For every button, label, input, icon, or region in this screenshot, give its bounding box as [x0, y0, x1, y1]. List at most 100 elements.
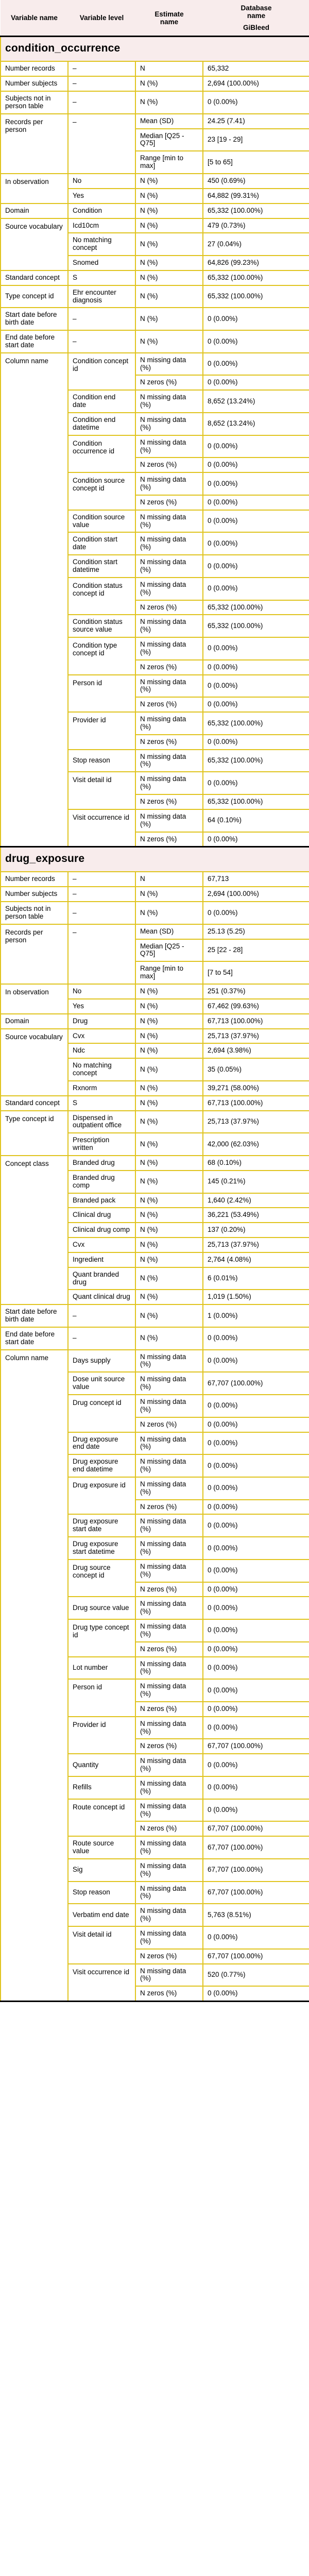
- estimate-cell: N zeros (%): [135, 1499, 203, 1515]
- estimate-cell: N missing data (%): [135, 1753, 203, 1777]
- variable-cell: Standard concept: [0, 269, 68, 286]
- level-cell: Stop reason: [67, 1880, 136, 1905]
- level-cell: Quantity: [67, 1753, 136, 1777]
- value-cell: 8,652 (13.24%): [202, 389, 309, 413]
- estimate-cell: N missing data (%): [135, 1454, 203, 1478]
- value-cell: 0 (0.00%): [202, 1536, 309, 1560]
- value-cell: 251 (0.37%): [202, 984, 309, 999]
- value-cell: 65,332 (100.00%): [202, 269, 309, 286]
- variable-cell: Domain: [0, 202, 68, 219]
- value-cell: 0 (0.00%): [202, 674, 309, 698]
- table-header-row: Variable name Variable level Estimate na…: [1, 0, 309, 37]
- table-row: Start date before birth date – N (%) 0 (0.0…: [0, 307, 309, 331]
- database-value-label: GiBleed: [243, 24, 269, 32]
- level-cell: Ndc: [67, 1043, 136, 1059]
- estimate-cell: N missing data (%): [135, 1858, 203, 1882]
- estimate-cell: N zeros (%): [135, 1701, 203, 1717]
- value-cell: 5,763 (8.51%): [202, 1903, 309, 1927]
- value-cell: 0 (0.00%): [202, 1514, 309, 1538]
- variable-cell: In observation: [0, 984, 68, 1014]
- estimate-cell: N missing data (%): [135, 1798, 203, 1822]
- table-row: Drug source concept id N missing data (%)…: [1, 1558, 309, 1598]
- column-header-estimate-name: Estimate name: [135, 0, 203, 37]
- level-cell: –: [67, 901, 136, 925]
- value-cell: 0 (0.00%): [202, 1619, 309, 1642]
- value-cell: 67,707 (100.00%): [202, 1836, 309, 1859]
- level-cell: Condition concept id: [67, 352, 136, 391]
- estimate-cell: N (%): [135, 886, 203, 903]
- estimate-cell: N: [135, 61, 203, 77]
- value-cell: 1,640 (2.42%): [202, 1192, 309, 1209]
- estimate-cell: N zeros (%): [135, 1641, 203, 1657]
- variable-cell: Records per person: [0, 113, 68, 174]
- estimate-cell: N missing data (%): [135, 1903, 203, 1927]
- table-row: Branded drug comp N (%) 145 (0.21%): [1, 1170, 309, 1194]
- level-cell: Days supply: [67, 1349, 136, 1373]
- value-cell: 24.25 (7.41): [202, 113, 309, 129]
- table-row: Range [min to max] [7 to 54]: [1, 961, 309, 985]
- estimate-cell: N missing data (%): [135, 1476, 203, 1500]
- level-cell: Provider id: [67, 1716, 136, 1755]
- value-cell: 0 (0.00%): [202, 697, 309, 713]
- level-cell: Drug exposure end date: [67, 1431, 136, 1455]
- value-cell: 0 (0.00%): [202, 637, 309, 660]
- variable-cell: Subjects not in person table: [0, 91, 68, 114]
- variable-cell: Column name: [0, 352, 68, 848]
- estimate-cell: N (%): [135, 1058, 203, 1081]
- level-cell: –: [67, 871, 136, 888]
- value-cell: 65,332 (100.00%): [202, 284, 309, 309]
- value-cell: 67,707 (100.00%): [202, 1371, 309, 1396]
- value-cell: 0 (0.00%): [202, 1776, 309, 1800]
- estimate-cell: N (%): [135, 284, 203, 309]
- level-cell: Icd10cm: [67, 217, 136, 234]
- estimate-cell: N (%): [135, 188, 203, 204]
- table-row: Quantity N missing data (%) 0 (0.00%): [1, 1753, 309, 1777]
- estimate-cell: N missing data (%): [135, 1514, 203, 1538]
- value-cell: 25.13 (5.25): [202, 923, 309, 940]
- variable-cell: Number records: [0, 871, 68, 888]
- table-row: Drug exposure start datetime N missing da…: [1, 1536, 309, 1560]
- level-cell: Refills: [67, 1776, 136, 1800]
- estimate-cell: N missing data (%): [135, 1679, 203, 1702]
- value-cell: 0 (0.00%): [202, 434, 309, 459]
- estimate-cell: N missing data (%): [135, 1596, 203, 1620]
- summary-table: Variable name Variable level Estimate na…: [0, 0, 309, 2003]
- level-cell: –: [67, 923, 136, 985]
- estimate-cell: N (%): [135, 1289, 203, 1306]
- table-row: Quant branded drug N (%) 6 (0.01%): [1, 1266, 309, 1291]
- estimate-cell: N zeros (%): [135, 794, 203, 810]
- level-cell: Condition end datetime: [67, 412, 136, 436]
- value-cell: 42,000 (62.03%): [202, 1132, 309, 1156]
- estimate-cell: N missing data (%): [135, 472, 203, 496]
- estimate-cell: N (%): [135, 1207, 203, 1224]
- table-row: Provider id N missing data (%) 65,332 (100…: [1, 711, 309, 750]
- value-cell: 65,332 (100.00%): [202, 599, 309, 616]
- value-cell: [7 to 54]: [202, 961, 309, 985]
- level-cell: Branded pack: [67, 1192, 136, 1209]
- estimate-cell: N (%): [135, 998, 203, 1014]
- estimate-cell: N missing data (%): [135, 1836, 203, 1859]
- level-cell: Drug source value: [67, 1596, 136, 1620]
- level-cell: Condition status source value: [67, 614, 136, 638]
- level-cell: Ingredient: [67, 1251, 136, 1268]
- estimate-cell: N (%): [135, 91, 203, 114]
- level-cell: Ehr encounter diagnosis: [67, 284, 136, 309]
- table-row: End date before start date – N (%) 0 (0.00%…: [0, 330, 309, 353]
- level-cell: Drug: [67, 1013, 136, 1029]
- value-cell: 1 (0.00%): [202, 1304, 309, 1328]
- table-row: Condition status concept id N missing dat…: [1, 577, 309, 616]
- estimate-cell: N missing data (%): [135, 1371, 203, 1396]
- estimate-cell: N zeros (%): [135, 599, 203, 616]
- estimate-cell: N zeros (%): [135, 697, 203, 713]
- level-cell: –: [67, 61, 136, 77]
- estimate-cell: N missing data (%): [135, 711, 203, 735]
- value-cell: 0 (0.00%): [202, 659, 309, 675]
- estimate-cell: N missing data (%): [135, 1619, 203, 1642]
- estimate-cell: Range [min to max]: [135, 150, 203, 174]
- level-cell: Quant clinical drug: [67, 1289, 136, 1306]
- table-row: Drug exposure end datetime N missing data…: [1, 1454, 309, 1478]
- table-row: Condition start date N missing data (%) 0 …: [1, 532, 309, 556]
- estimate-cell: N zeros (%): [135, 659, 203, 675]
- column-header-database: Database name GiBleed: [203, 0, 309, 37]
- table-row: Condition end datetime N missing data (%)…: [1, 412, 309, 436]
